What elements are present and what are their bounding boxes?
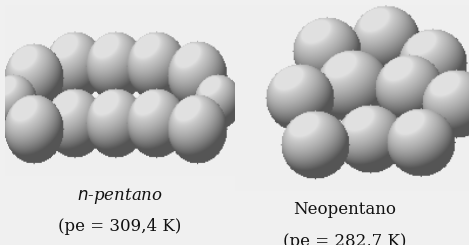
Text: (pe = 309,4 K): (pe = 309,4 K) <box>58 218 182 235</box>
Text: (pe = 282,7 K): (pe = 282,7 K) <box>283 233 407 245</box>
Text: Neopentano: Neopentano <box>293 201 396 218</box>
Text: $n$-pentano: $n$-pentano <box>76 186 163 206</box>
